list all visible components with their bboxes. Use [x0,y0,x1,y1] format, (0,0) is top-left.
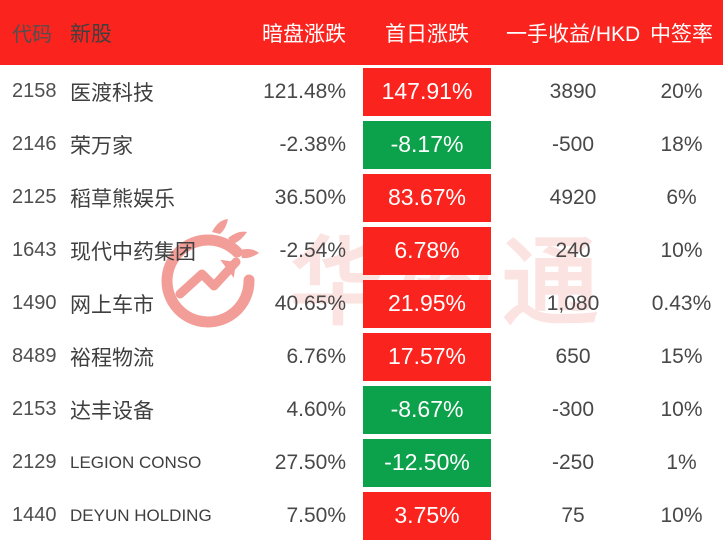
first-day-change-badge: -12.50% [363,438,491,487]
stock-name: 达丰设备 [70,399,154,423]
first-day-change-badge: 147.91% [363,67,491,116]
win-rate: 6% [666,185,697,209]
one-lot-profit-hkd: 1,080 [546,291,600,315]
stock-code: 2129 [12,451,57,473]
grey-market-change: -2.54% [279,238,346,262]
stock-name: 现代中药集团 [70,240,196,264]
first-day-change-cell: 3.75% [348,491,506,540]
table-row: 2129 LEGION CONSO 27.50% -12.50% -250 1% [0,436,723,489]
table-row: 1440 DEYUN HOLDING 7.50% 3.75% 75 10% [0,489,723,542]
table-header: 代码 新股 暗盘涨跌 首日涨跌 一手收益/HKD 中签率 [0,0,723,65]
first-day-change-badge: 6.78% [363,226,491,275]
stock-code: 2146 [12,133,57,155]
table-row: 2158 医渡科技 121.48% 147.91% 3890 20% [0,65,723,118]
win-rate: 10% [660,397,703,421]
grey-market-change: 40.65% [274,291,346,315]
win-rate: 1% [666,450,697,474]
first-day-change-cell: 21.95% [348,279,506,328]
stock-name: 荣万家 [70,134,133,158]
stock-name: DEYUN HOLDING [70,505,212,525]
header-win-rate: 中签率 [650,22,713,46]
first-day-change-badge: 17.57% [363,332,491,381]
first-day-change-cell: 83.67% [348,173,506,222]
win-rate: 15% [660,344,703,368]
stock-code: 1440 [12,504,57,526]
first-day-change-badge: 21.95% [363,279,491,328]
one-lot-profit-hkd: -250 [551,450,595,474]
first-day-change-badge: -8.17% [363,120,491,169]
header-stock: 新股 [70,22,112,46]
win-rate: 10% [660,503,703,527]
one-lot-profit-hkd: 75 [561,503,585,527]
table-row: 2146 荣万家 -2.38% -8.17% -500 18% [0,118,723,171]
one-lot-profit-hkd: -500 [551,132,595,156]
stock-code: 2158 [12,80,57,102]
first-day-change-cell: 147.91% [348,67,506,116]
one-lot-profit-hkd: 650 [555,344,591,368]
table-row: 2125 稻草熊娱乐 36.50% 83.67% 4920 6% [0,171,723,224]
header-code: 代码 [12,24,52,46]
grey-market-change: 4.60% [286,397,346,421]
stock-code: 1490 [12,292,57,314]
first-day-change-badge: 3.75% [363,491,491,540]
grey-market-change: 27.50% [274,450,346,474]
table-row: 1490 网上车市 40.65% 21.95% 1,080 0.43% [0,277,723,330]
grey-market-change: 7.50% [286,503,346,527]
win-rate: 20% [660,79,703,103]
first-day-change-badge: 83.67% [363,173,491,222]
win-rate: 18% [660,132,703,156]
grey-market-change: 6.76% [286,344,346,368]
stock-code: 1643 [12,239,57,261]
header-lot-profit: 一手收益/HKD [506,22,641,46]
grey-market-change: 36.50% [274,185,346,209]
stock-name: 稻草熊娱乐 [70,187,175,211]
stock-name: 网上车市 [70,293,154,317]
table-row: 1643 现代中药集团 -2.54% 6.78% 240 10% [0,224,723,277]
first-day-change-cell: -8.17% [348,120,506,169]
table-row: 8489 裕程物流 6.76% 17.57% 650 15% [0,330,723,383]
first-day-change-cell: 6.78% [348,226,506,275]
stock-code: 2125 [12,186,57,208]
one-lot-profit-hkd: 3890 [549,79,597,103]
stock-name: 医渡科技 [70,81,154,105]
grey-market-change: -2.38% [279,132,346,156]
header-first-day: 首日涨跌 [385,22,469,46]
first-day-change-cell: 17.57% [348,332,506,381]
grey-market-change: 121.48% [263,79,346,103]
win-rate: 0.43% [651,291,712,315]
one-lot-profit-hkd: 240 [555,238,591,262]
first-day-change-cell: -8.67% [348,385,506,434]
table-row: 2153 达丰设备 4.60% -8.67% -300 10% [0,383,723,436]
one-lot-profit-hkd: -300 [551,397,595,421]
win-rate: 10% [660,238,703,262]
first-day-change-badge: -8.67% [363,385,491,434]
table-body: 2158 医渡科技 121.48% 147.91% 3890 20% 2146 荣万家 -2.3… [0,65,723,542]
header-grey-market: 暗盘涨跌 [262,22,346,46]
stock-name: LEGION CONSO [70,452,202,472]
one-lot-profit-hkd: 4920 [549,185,597,209]
stock-code: 2153 [12,398,57,420]
first-day-change-cell: -12.50% [348,438,506,487]
stock-name: 裕程物流 [70,346,154,370]
stock-code: 8489 [12,345,57,367]
